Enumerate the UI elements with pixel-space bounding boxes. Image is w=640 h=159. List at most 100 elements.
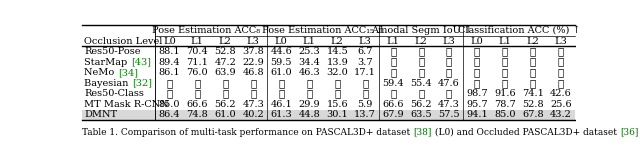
Text: ✗: ✗ [334,79,340,88]
Text: [43]: [43] [131,58,151,67]
Text: L2: L2 [415,37,428,45]
Text: ✗: ✗ [446,47,452,56]
Text: L3: L3 [443,37,456,45]
Text: ✗: ✗ [390,68,396,77]
Text: ✗: ✗ [446,89,452,98]
Text: Pose Estimation ACC₈ ↑: Pose Estimation ACC₈ ↑ [152,26,271,35]
Text: ✗: ✗ [530,79,536,88]
Text: ✗: ✗ [474,47,480,56]
Text: 86.1: 86.1 [159,68,180,77]
Text: 29.9: 29.9 [298,100,320,109]
Text: 6.7: 6.7 [358,47,373,56]
Text: ✗: ✗ [166,89,173,98]
Text: Table 1. Comparison of multi-task performance on PASCAL3D+ dataset: Table 1. Comparison of multi-task perfor… [83,128,413,137]
Text: 46.8: 46.8 [243,68,264,77]
Text: ✗: ✗ [418,89,424,98]
Text: 17.1: 17.1 [355,68,376,77]
Text: 52.8: 52.8 [522,100,544,109]
Text: 15.6: 15.6 [326,100,348,109]
Text: StarMap: StarMap [84,58,131,67]
Text: Bayesian: Bayesian [84,79,132,88]
Text: (L1-L3).: (L1-L3). [638,128,640,137]
Text: 13.9: 13.9 [326,58,348,67]
Text: ✗: ✗ [222,79,228,88]
Text: 85.0: 85.0 [494,110,516,119]
Text: ✗: ✗ [530,58,536,67]
Text: 52.8: 52.8 [214,47,236,56]
Text: 70.4: 70.4 [186,47,208,56]
Text: ✗: ✗ [390,47,396,56]
Text: 59.4: 59.4 [382,79,404,88]
Text: DMNT: DMNT [84,110,118,119]
Text: ✗: ✗ [502,58,508,67]
Text: 56.2: 56.2 [214,100,236,109]
Text: 95.7: 95.7 [467,100,488,109]
Text: 57.5: 57.5 [438,110,460,119]
Text: 61.0: 61.0 [271,68,292,77]
Text: ✗: ✗ [250,89,257,98]
Text: 14.5: 14.5 [326,47,348,56]
Text: 3.7: 3.7 [357,58,373,67]
Text: 40.2: 40.2 [243,110,264,119]
Text: L1: L1 [191,37,204,45]
Text: ✗: ✗ [558,58,564,67]
Text: 5.9: 5.9 [358,100,373,109]
Text: ✗: ✗ [418,68,424,77]
Text: L3: L3 [555,37,568,45]
Text: L1: L1 [303,37,316,45]
Text: 76.0: 76.0 [186,68,208,77]
Text: 71.1: 71.1 [186,58,208,67]
Text: 91.6: 91.6 [494,89,516,98]
Text: 66.6: 66.6 [383,100,404,109]
Text: 63.5: 63.5 [410,110,432,119]
Text: ✗: ✗ [418,47,424,56]
Text: 67.8: 67.8 [522,110,544,119]
Text: ✗: ✗ [306,89,312,98]
Bar [83,110,575,120]
Text: ✗: ✗ [222,89,228,98]
Text: ✗: ✗ [530,47,536,56]
Text: ✗: ✗ [194,89,200,98]
Text: 25.3: 25.3 [298,47,320,56]
Text: ✗: ✗ [250,79,257,88]
Text: 47.6: 47.6 [438,79,460,88]
Text: L0: L0 [163,37,176,45]
Text: L3: L3 [247,37,260,45]
Text: L1: L1 [387,37,399,45]
Text: ✗: ✗ [446,58,452,67]
Text: 55.4: 55.4 [410,79,432,88]
Text: ✗: ✗ [362,79,368,88]
Text: ✗: ✗ [530,68,536,77]
Text: ✗: ✗ [474,68,480,77]
Text: ✗: ✗ [334,89,340,98]
Text: ✗: ✗ [418,58,424,67]
Text: ✗: ✗ [278,79,284,88]
Text: 61.3: 61.3 [270,110,292,119]
Text: 30.1: 30.1 [326,110,348,119]
Text: 44.8: 44.8 [298,110,320,119]
Text: [32]: [32] [132,79,152,88]
Text: 43.2: 43.2 [550,110,572,119]
Text: 74.8: 74.8 [186,110,208,119]
Text: [38]: [38] [413,128,432,137]
Text: 25.6: 25.6 [550,100,572,109]
Text: ✗: ✗ [166,79,173,88]
Text: 94.1: 94.1 [466,110,488,119]
Text: ✗: ✗ [474,58,480,67]
Text: ✗: ✗ [502,47,508,56]
Text: ✗: ✗ [390,58,396,67]
Text: 34.4: 34.4 [298,58,320,67]
Text: L2: L2 [219,37,232,45]
Text: MT Mask R-CNN: MT Mask R-CNN [84,100,169,109]
Text: 42.6: 42.6 [550,89,572,98]
Text: 74.1: 74.1 [522,89,544,98]
Text: ✗: ✗ [474,79,480,88]
Text: L0: L0 [275,37,287,45]
Text: ✗: ✗ [390,89,396,98]
Text: Pose Estimation ACC₁₅ ↑: Pose Estimation ACC₁₅ ↑ [262,26,385,35]
Text: 47.2: 47.2 [214,58,236,67]
Text: 59.5: 59.5 [271,58,292,67]
Text: Res50-Class: Res50-Class [84,89,145,98]
Text: ✗: ✗ [278,89,284,98]
Text: [36]: [36] [620,128,638,137]
